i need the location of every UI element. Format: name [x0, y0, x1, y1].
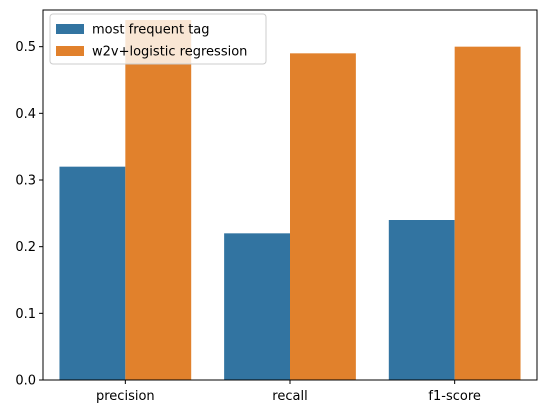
bar-precision-w2v-logistic-regression	[125, 20, 192, 380]
axes-group: precision recall f1-score 0.0 0.1 0.2 0.3 0.4 0.…	[15, 9, 538, 404]
plot-frame	[42, 9, 538, 381]
bar-f1-score-w2v-logistic-regression	[454, 46, 521, 381]
y-tick-label: 0.1	[15, 307, 36, 322]
legend: most frequent tag w2v+logistic regression	[49, 13, 267, 65]
bar-recall-w2v-logistic-regression	[290, 53, 356, 380]
y-tick-label: 0.2	[15, 240, 36, 255]
legend-label: most frequent tag	[92, 23, 210, 38]
bar-recall-most-frequent-tag	[224, 233, 290, 380]
bar-precision-most-frequent-tag	[59, 166, 126, 380]
bar-f1-score-most-frequent-tag	[388, 220, 455, 380]
y-tick-label: 0.4	[15, 107, 36, 122]
legend-label: w2v+logistic regression	[92, 45, 247, 60]
legend-swatch	[56, 46, 84, 56]
legend-box	[49, 13, 267, 65]
y-tick-label: 0.3	[15, 174, 36, 189]
x-tick-label: recall	[272, 389, 307, 404]
y-tick-label: 0.0	[15, 374, 36, 389]
legend-swatch	[56, 24, 84, 34]
y-tick-label: 0.5	[15, 40, 36, 55]
x-tick-label: precision	[96, 389, 155, 404]
bars-group	[59, 20, 521, 381]
x-tick-label: f1-score	[428, 389, 480, 404]
